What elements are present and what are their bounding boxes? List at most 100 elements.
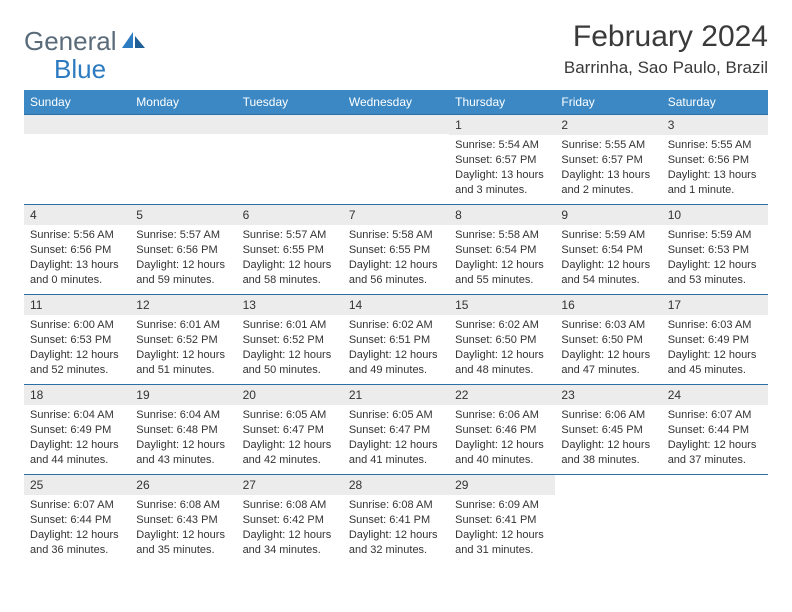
calendar-day-cell: 21Sunrise: 6:05 AMSunset: 6:47 PMDayligh… [343,385,449,475]
day-data: Sunrise: 6:03 AMSunset: 6:49 PMDaylight:… [662,315,768,379]
calendar-day-cell: 16Sunrise: 6:03 AMSunset: 6:50 PMDayligh… [555,295,661,385]
weekday-header-row: SundayMondayTuesdayWednesdayThursdayFrid… [24,90,768,115]
day-number: 1 [449,115,555,135]
day-data: Sunrise: 6:02 AMSunset: 6:51 PMDaylight:… [343,315,449,379]
day-data: Sunrise: 5:55 AMSunset: 6:57 PMDaylight:… [555,135,661,199]
day-number: 9 [555,205,661,225]
calendar-day-cell: 28Sunrise: 6:08 AMSunset: 6:41 PMDayligh… [343,475,449,561]
day-number: 29 [449,475,555,495]
calendar-empty-cell [130,115,236,205]
weekday-header: Saturday [662,90,768,115]
day-data: Sunrise: 6:06 AMSunset: 6:45 PMDaylight:… [555,405,661,469]
calendar-day-cell: 23Sunrise: 6:06 AMSunset: 6:45 PMDayligh… [555,385,661,475]
day-number: 4 [24,205,130,225]
calendar-day-cell: 2Sunrise: 5:55 AMSunset: 6:57 PMDaylight… [555,115,661,205]
day-number: 25 [24,475,130,495]
calendar-day-cell: 8Sunrise: 5:58 AMSunset: 6:54 PMDaylight… [449,205,555,295]
calendar-day-cell: 1Sunrise: 5:54 AMSunset: 6:57 PMDaylight… [449,115,555,205]
calendar-day-cell: 15Sunrise: 6:02 AMSunset: 6:50 PMDayligh… [449,295,555,385]
calendar-week-row: 18Sunrise: 6:04 AMSunset: 6:49 PMDayligh… [24,385,768,475]
weekday-header: Thursday [449,90,555,115]
day-data: Sunrise: 5:58 AMSunset: 6:54 PMDaylight:… [449,225,555,289]
day-data: Sunrise: 5:56 AMSunset: 6:56 PMDaylight:… [24,225,130,289]
calendar-day-cell: 12Sunrise: 6:01 AMSunset: 6:52 PMDayligh… [130,295,236,385]
day-data: Sunrise: 6:07 AMSunset: 6:44 PMDaylight:… [24,495,130,559]
day-data: Sunrise: 6:08 AMSunset: 6:41 PMDaylight:… [343,495,449,559]
calendar-day-cell: 6Sunrise: 5:57 AMSunset: 6:55 PMDaylight… [237,205,343,295]
day-number: 2 [555,115,661,135]
calendar-day-cell: 11Sunrise: 6:00 AMSunset: 6:53 PMDayligh… [24,295,130,385]
calendar-day-cell: 5Sunrise: 5:57 AMSunset: 6:56 PMDaylight… [130,205,236,295]
calendar-week-row: 4Sunrise: 5:56 AMSunset: 6:56 PMDaylight… [24,205,768,295]
day-number: 22 [449,385,555,405]
brand-part1: General [24,26,117,57]
day-number: 28 [343,475,449,495]
calendar-day-cell: 19Sunrise: 6:04 AMSunset: 6:48 PMDayligh… [130,385,236,475]
day-data: Sunrise: 5:57 AMSunset: 6:55 PMDaylight:… [237,225,343,289]
day-number: 10 [662,205,768,225]
calendar-day-cell: 18Sunrise: 6:04 AMSunset: 6:49 PMDayligh… [24,385,130,475]
day-data: Sunrise: 5:57 AMSunset: 6:56 PMDaylight:… [130,225,236,289]
calendar-day-cell: 25Sunrise: 6:07 AMSunset: 6:44 PMDayligh… [24,475,130,561]
day-number: 14 [343,295,449,315]
day-data: Sunrise: 5:59 AMSunset: 6:53 PMDaylight:… [662,225,768,289]
calendar-week-row: 25Sunrise: 6:07 AMSunset: 6:44 PMDayligh… [24,475,768,561]
month-title: February 2024 [564,20,768,54]
day-data: Sunrise: 5:55 AMSunset: 6:56 PMDaylight:… [662,135,768,199]
calendar-empty-cell [237,115,343,205]
day-number: 5 [130,205,236,225]
day-number: 19 [130,385,236,405]
day-data: Sunrise: 6:08 AMSunset: 6:43 PMDaylight:… [130,495,236,559]
weekday-header: Monday [130,90,236,115]
calendar-empty-cell [555,475,661,561]
day-number: 7 [343,205,449,225]
title-block: February 2024 Barrinha, Sao Paulo, Brazi… [564,20,768,78]
day-number: 16 [555,295,661,315]
calendar-table: SundayMondayTuesdayWednesdayThursdayFrid… [24,90,768,561]
day-number: 20 [237,385,343,405]
day-data: Sunrise: 6:08 AMSunset: 6:42 PMDaylight:… [237,495,343,559]
day-number: 8 [449,205,555,225]
calendar-day-cell: 4Sunrise: 5:56 AMSunset: 6:56 PMDaylight… [24,205,130,295]
calendar-body: 1Sunrise: 5:54 AMSunset: 6:57 PMDaylight… [24,115,768,561]
calendar-empty-cell [343,115,449,205]
day-number: 17 [662,295,768,315]
calendar-day-cell: 20Sunrise: 6:05 AMSunset: 6:47 PMDayligh… [237,385,343,475]
day-data: Sunrise: 5:58 AMSunset: 6:55 PMDaylight:… [343,225,449,289]
day-number: 3 [662,115,768,135]
weekday-header: Friday [555,90,661,115]
day-data: Sunrise: 6:05 AMSunset: 6:47 PMDaylight:… [343,405,449,469]
brand-sail-icon [121,30,147,55]
day-data: Sunrise: 6:06 AMSunset: 6:46 PMDaylight:… [449,405,555,469]
calendar-day-cell: 27Sunrise: 6:08 AMSunset: 6:42 PMDayligh… [237,475,343,561]
day-data: Sunrise: 6:05 AMSunset: 6:47 PMDaylight:… [237,405,343,469]
day-number: 26 [130,475,236,495]
day-data: Sunrise: 6:07 AMSunset: 6:44 PMDaylight:… [662,405,768,469]
day-number: 6 [237,205,343,225]
day-data: Sunrise: 5:59 AMSunset: 6:54 PMDaylight:… [555,225,661,289]
day-number: 11 [24,295,130,315]
day-data: Sunrise: 6:01 AMSunset: 6:52 PMDaylight:… [130,315,236,379]
day-number: 27 [237,475,343,495]
calendar-week-row: 11Sunrise: 6:00 AMSunset: 6:53 PMDayligh… [24,295,768,385]
day-number: 24 [662,385,768,405]
calendar-day-cell: 3Sunrise: 5:55 AMSunset: 6:56 PMDaylight… [662,115,768,205]
calendar-day-cell: 14Sunrise: 6:02 AMSunset: 6:51 PMDayligh… [343,295,449,385]
day-data: Sunrise: 6:01 AMSunset: 6:52 PMDaylight:… [237,315,343,379]
calendar-day-cell: 29Sunrise: 6:09 AMSunset: 6:41 PMDayligh… [449,475,555,561]
day-number: 13 [237,295,343,315]
weekday-header: Wednesday [343,90,449,115]
day-number: 23 [555,385,661,405]
calendar-day-cell: 17Sunrise: 6:03 AMSunset: 6:49 PMDayligh… [662,295,768,385]
calendar-day-cell: 26Sunrise: 6:08 AMSunset: 6:43 PMDayligh… [130,475,236,561]
calendar-day-cell: 13Sunrise: 6:01 AMSunset: 6:52 PMDayligh… [237,295,343,385]
calendar-empty-cell [662,475,768,561]
calendar-empty-cell [24,115,130,205]
brand-logo: General [24,26,149,57]
calendar-day-cell: 7Sunrise: 5:58 AMSunset: 6:55 PMDaylight… [343,205,449,295]
calendar-day-cell: 24Sunrise: 6:07 AMSunset: 6:44 PMDayligh… [662,385,768,475]
day-number: 12 [130,295,236,315]
day-data: Sunrise: 6:02 AMSunset: 6:50 PMDaylight:… [449,315,555,379]
day-data: Sunrise: 6:04 AMSunset: 6:48 PMDaylight:… [130,405,236,469]
day-data: Sunrise: 6:03 AMSunset: 6:50 PMDaylight:… [555,315,661,379]
